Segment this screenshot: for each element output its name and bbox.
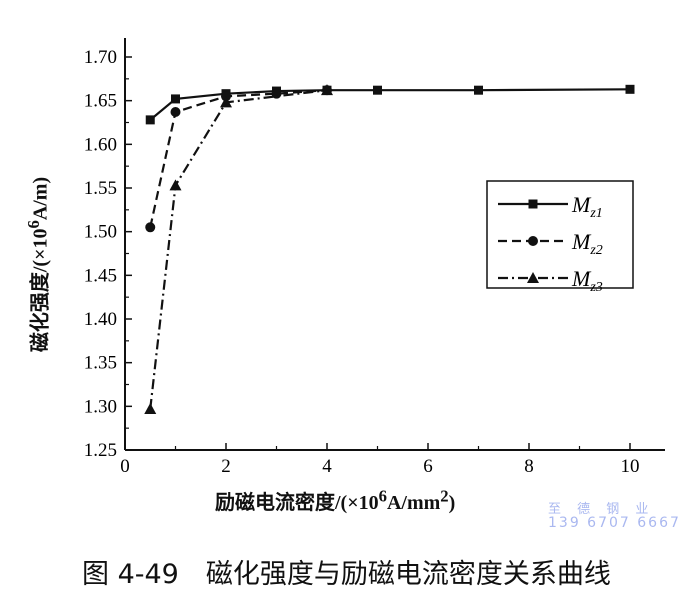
y-tick-label: 1.45 [84,265,117,286]
series-line [149,88,631,121]
data-point [170,107,181,118]
data-point [145,115,155,125]
data-point [171,94,180,104]
y-tick-label: 1.25 [84,440,117,461]
x-tick-label: 10 [621,456,640,477]
series-mz3 [144,84,333,414]
data-point [474,85,483,95]
watermark-name: 至 德 钢 业 [548,502,655,517]
figure-caption: 图 4-49 磁化强度与励磁电流密度关系曲线 [82,559,611,590]
watermark-phone: 139 6707 6667 [548,515,681,531]
legend-marker [527,272,539,283]
y-tick-label: 1.30 [84,396,117,417]
data-point [221,91,231,102]
x-tick-label: 6 [423,456,433,477]
data-point [625,84,635,94]
legend-box [486,180,634,289]
y-tick-label: 1.70 [84,47,117,68]
data-point [321,84,333,96]
y-axis-label: 磁化强度/(×106A/m) [23,176,52,353]
legend-marker [528,236,538,246]
data-point [220,96,232,108]
data-point [169,179,182,191]
y-tick-label: 1.50 [84,222,117,243]
y-tick-label: 1.40 [84,309,117,330]
x-tick-label: 2 [221,456,231,477]
data-point [144,402,157,414]
x-tick-label: 8 [524,456,534,477]
x-tick-label: 4 [322,456,332,477]
series-line [149,89,328,410]
y-tick-label: 1.60 [84,134,117,155]
series-mz1 [145,84,635,125]
y-tick-label: 1.65 [84,91,117,112]
y-tick-label: 1.55 [84,178,117,199]
x-axis-label: 励磁电流密度/(×106A/mm2) [215,486,456,514]
x-tick-label: 0 [120,456,130,477]
y-tick-label: 1.35 [84,353,117,374]
legend-marker [528,199,538,209]
data-point [145,222,156,233]
data-point [373,85,382,95]
